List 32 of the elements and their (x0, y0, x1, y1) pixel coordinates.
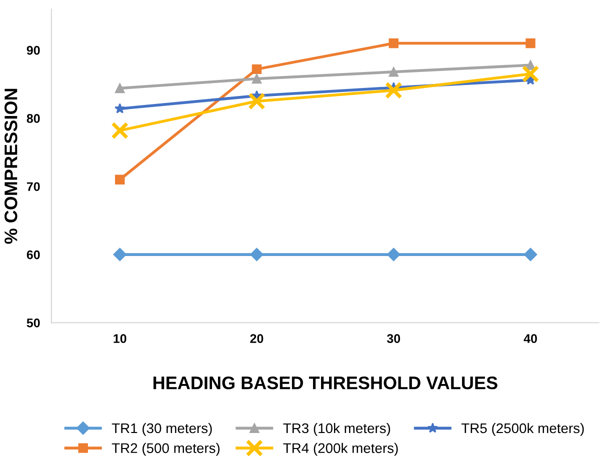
point (524, 248, 538, 262)
point (113, 248, 126, 262)
point (384, 82, 402, 99)
y-axis-title: % COMPRESSION (4, 88, 18, 244)
y-tick-label: 50 (26, 318, 40, 328)
point (115, 83, 125, 94)
x-tick-label: 40 (524, 334, 537, 343)
x-tick-label: 20 (250, 334, 264, 343)
point (388, 67, 398, 77)
y-tick-label: 70 (26, 182, 40, 192)
legend-label: TR5 (2500k meters) (461, 422, 584, 436)
legend-label: TR4 (200k meters) (283, 442, 398, 456)
point (114, 103, 126, 114)
x-tick-label: 10 (114, 334, 126, 343)
y-tick-label: 60 (26, 250, 40, 260)
legend-label: TR2 (500 meters) (112, 442, 220, 456)
point (111, 122, 129, 140)
point (250, 248, 264, 262)
point (387, 248, 400, 262)
legend-label: TR3 (10k meters) (283, 422, 390, 436)
point (526, 38, 536, 48)
point (252, 64, 262, 74)
point (522, 65, 540, 83)
y-tick-label: 90 (26, 46, 40, 55)
x-tick-label: 30 (386, 334, 400, 344)
point (115, 174, 125, 184)
y-tick-label: 80 (26, 114, 40, 123)
legend-label: TR1 (30 meters) (112, 422, 212, 436)
point (252, 74, 262, 84)
point (388, 38, 398, 48)
x-axis-title: HEADING BASED THRESHOLD VALUES (154, 376, 498, 390)
point (248, 92, 266, 110)
